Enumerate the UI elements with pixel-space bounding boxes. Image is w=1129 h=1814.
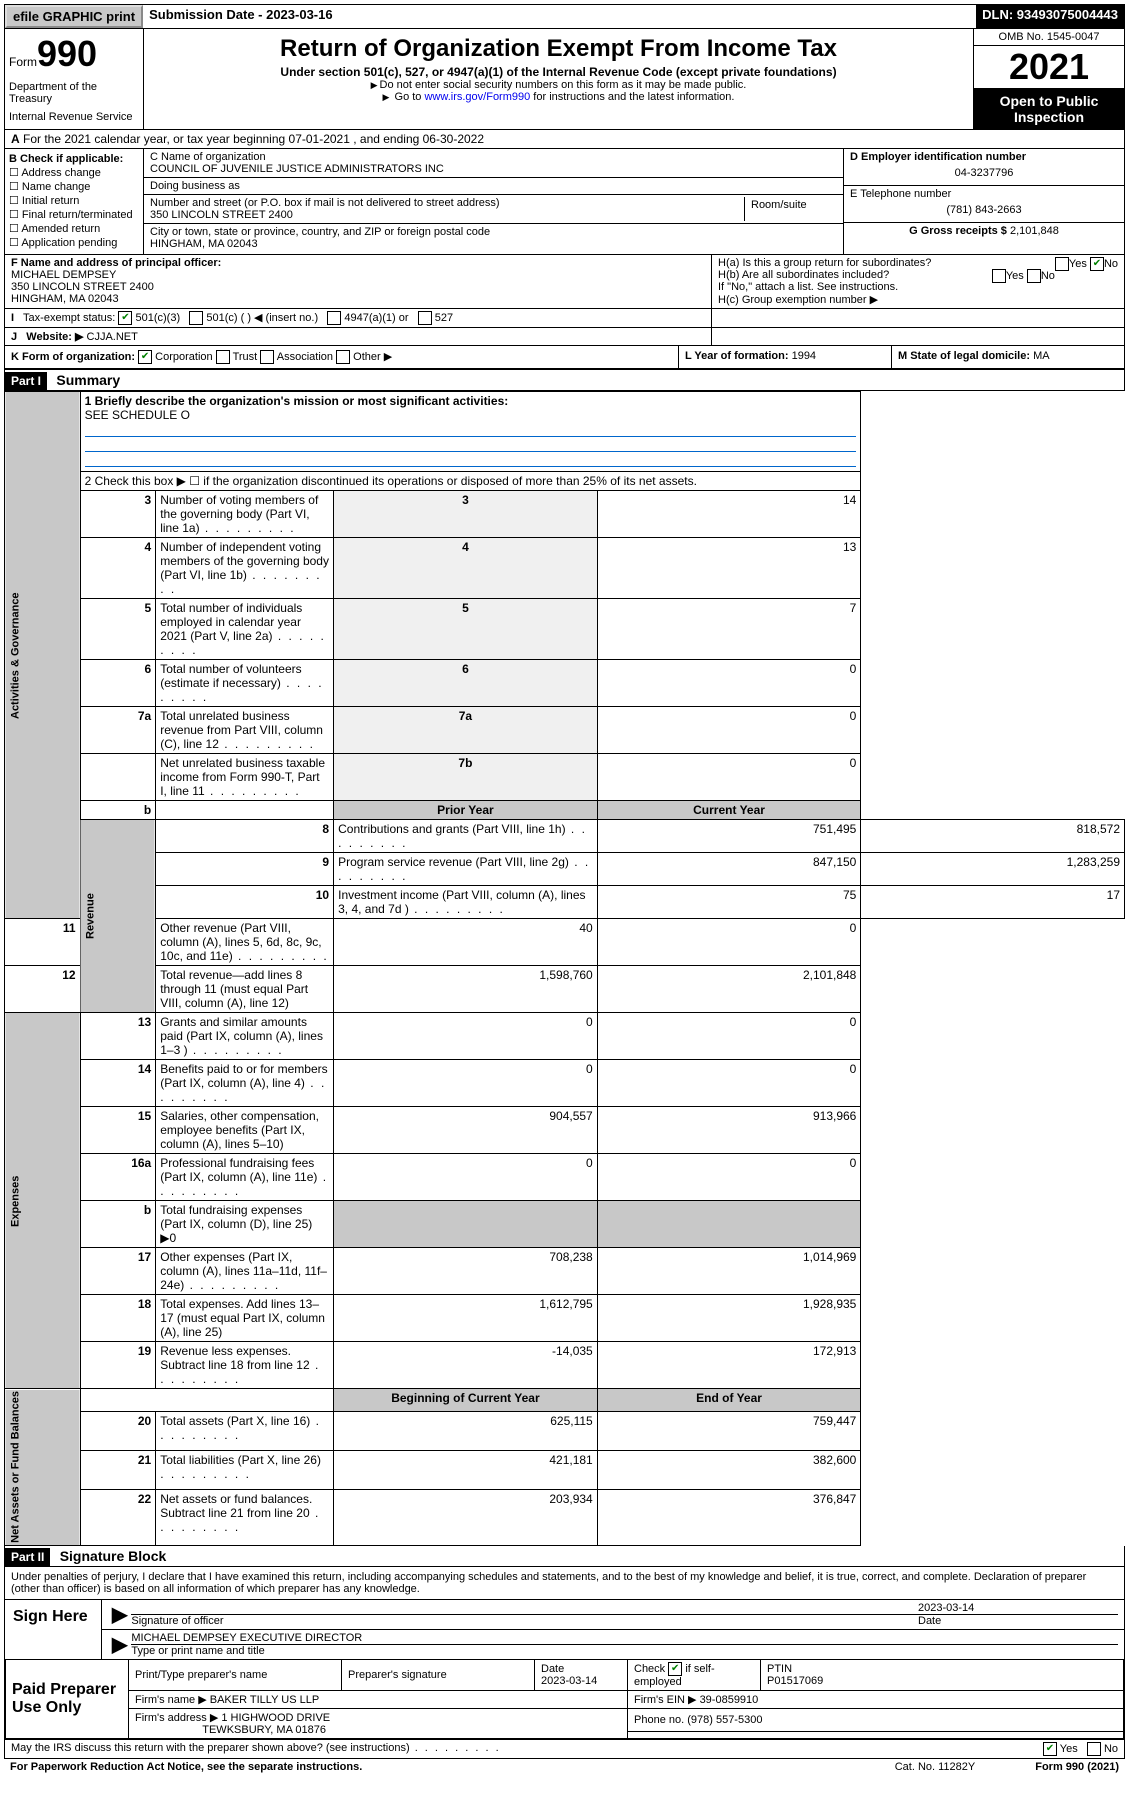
mission-text: SEE SCHEDULE O <box>85 408 190 422</box>
row-l-year: L Year of formation: 1994 <box>678 346 891 368</box>
phone-label: E Telephone number <box>850 188 1118 200</box>
chk-501c3[interactable] <box>118 311 132 325</box>
chk-application[interactable]: Application pending <box>9 236 139 249</box>
ein-label: D Employer identification number <box>850 151 1026 163</box>
arrow-icon: ▶ <box>108 1632 131 1657</box>
paid-preparer-label: Paid Preparer Use Only <box>6 1660 129 1739</box>
irs-link[interactable]: www.irs.gov/Form990 <box>424 91 530 103</box>
chk-discuss-no[interactable] <box>1087 1742 1101 1756</box>
org-name: COUNCIL OF JUVENILE JUSTICE ADMINISTRATO… <box>150 163 837 175</box>
phone-value: (781) 843-2663 <box>850 200 1118 220</box>
row-m-domicile: M State of legal domicile: MA <box>891 346 1124 368</box>
submission-date: Submission Date - 2023-03-16 <box>143 5 976 28</box>
sign-here-label: Sign Here <box>5 1600 102 1659</box>
omb-number: OMB No. 1545-0047 <box>974 29 1124 46</box>
sidebar-netassets: Net Assets or Fund Balances <box>5 1389 81 1546</box>
street-address: 350 LINCOLN STREET 2400 <box>150 209 744 221</box>
section-h: H(a) Is this a group return for subordin… <box>712 255 1124 308</box>
dept-label: Department of the Treasury <box>9 81 139 105</box>
ssn-warning: Do not enter social security numbers on … <box>148 79 969 91</box>
city-label: City or town, state or province, country… <box>150 226 837 238</box>
open-inspection: Open to Public Inspection <box>974 89 1124 129</box>
part1-title: Summary <box>50 370 126 390</box>
part2-title: Signature Block <box>54 1546 173 1566</box>
top-toolbar: efile GRAPHIC print Submission Date - 20… <box>4 4 1125 29</box>
ptin-value: P01517069 <box>767 1675 823 1687</box>
firm-phone: (978) 557-5300 <box>687 1714 762 1726</box>
irs-label: Internal Revenue Service <box>9 111 139 123</box>
sidebar-revenue: Revenue <box>80 820 156 1013</box>
part1-header: Part I <box>5 372 47 390</box>
org-name-label: C Name of organization <box>150 151 837 163</box>
goto-link-row: Go to www.irs.gov/Form990 for instructio… <box>148 91 969 103</box>
row-k-org-form: K Form of organization: Corporation Trus… <box>5 346 678 368</box>
website-value: CJJA.NET <box>87 331 138 343</box>
chk-discuss-yes[interactable] <box>1043 1742 1057 1756</box>
form-title: Return of Organization Exempt From Incom… <box>148 35 969 63</box>
form-footer: Form 990 (2021) <box>1035 1761 1119 1773</box>
row-j-website: J Website: ▶ CJJA.NET <box>5 328 712 345</box>
chk-final-return[interactable]: Final return/terminated <box>9 208 139 221</box>
row-a-tax-year: A For the 2021 calendar year, or tax yea… <box>4 130 1125 149</box>
sidebar-expenses: Expenses <box>5 1013 81 1389</box>
officer-signed-name: MICHAEL DEMPSEY EXECUTIVE DIRECTOR <box>131 1632 1118 1644</box>
chk-address-change[interactable]: Address change <box>9 166 139 179</box>
dba-label: Doing business as <box>144 178 843 195</box>
tax-year: 2021 <box>974 46 1124 89</box>
arrow-icon: ▶ <box>108 1602 131 1627</box>
page-footer: For Paperwork Reduction Act Notice, see … <box>4 1759 1125 1775</box>
chk-name-change[interactable]: Name change <box>9 180 139 193</box>
chk-initial-return[interactable]: Initial return <box>9 194 139 207</box>
form-header: Form990 Department of the Treasury Inter… <box>4 29 1125 130</box>
firm-name: BAKER TILLY US LLP <box>210 1694 319 1706</box>
chk-self-employed[interactable] <box>668 1662 682 1676</box>
cat-number: Cat. No. 11282Y <box>895 1761 976 1773</box>
addr-label: Number and street (or P.O. box if mail i… <box>150 197 744 209</box>
summary-table: Activities & Governance 1 Briefly descri… <box>4 391 1125 1546</box>
section-c: C Name of organization COUNCIL OF JUVENI… <box>144 149 843 254</box>
paid-preparer-table: Paid Preparer Use Only Print/Type prepar… <box>5 1659 1124 1739</box>
section-b-checkboxes: B Check if applicable: Address change Na… <box>5 149 144 254</box>
declaration-text: Under penalties of perjury, I declare th… <box>5 1567 1124 1599</box>
city-value: HINGHAM, MA 02043 <box>150 238 837 250</box>
line2-checkbox: 2 Check this box ▶ ☐ if the organization… <box>80 472 861 491</box>
chk-amended[interactable]: Amended return <box>9 222 139 235</box>
section-f: F Name and address of principal officer:… <box>5 255 712 308</box>
discuss-row: May the IRS discuss this return with the… <box>4 1740 1125 1759</box>
gross-receipts: 2,101,848 <box>1010 225 1059 237</box>
part2-header: Part II <box>5 1548 50 1566</box>
firm-ein: 39-0859910 <box>700 1694 759 1706</box>
efile-print-button[interactable]: efile GRAPHIC print <box>5 5 143 28</box>
suite-label: Room/suite <box>745 197 837 221</box>
officer-name: MICHAEL DEMPSEY <box>11 269 116 281</box>
ein-value: 04-3237796 <box>850 163 1118 183</box>
sidebar-governance: Activities & Governance <box>5 392 81 919</box>
form-number: Form990 <box>9 33 139 75</box>
signature-block: Under penalties of perjury, I declare th… <box>4 1567 1125 1740</box>
section-d: D Employer identification number 04-3237… <box>843 149 1124 254</box>
row-i-tax-status: I Tax-exempt status: 501(c)(3) 501(c) ( … <box>5 309 712 327</box>
dln-label: DLN: 93493075004443 <box>976 5 1124 28</box>
form-subtitle: Under section 501(c), 527, or 4947(a)(1)… <box>148 65 969 79</box>
